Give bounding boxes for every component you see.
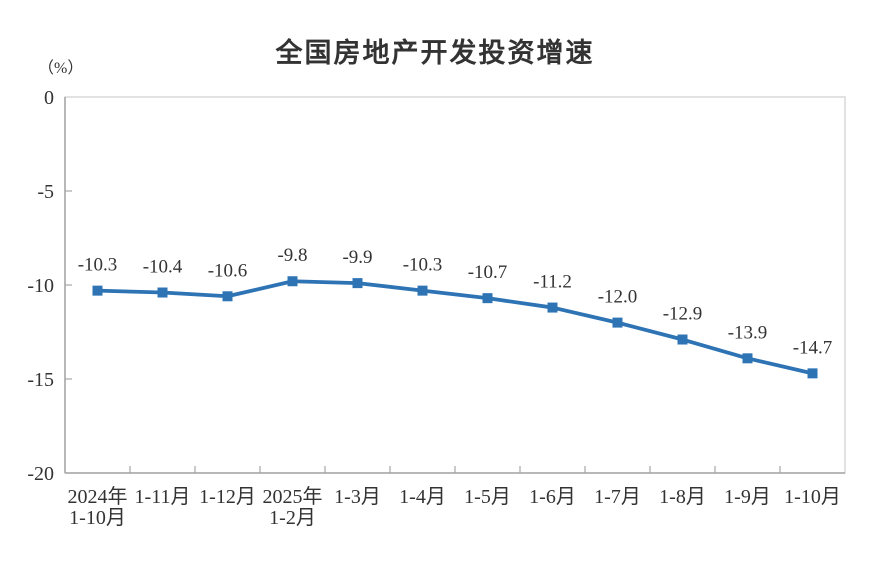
data-label: -11.2 xyxy=(533,272,572,293)
x-axis-label: 1-11月 xyxy=(135,486,191,508)
x-axis-label: 1-10月 xyxy=(784,486,841,508)
plot-border xyxy=(64,96,846,474)
data-label: -13.9 xyxy=(728,322,768,343)
x-axis-label: 1-3月 xyxy=(334,486,381,508)
data-point-marker xyxy=(417,285,428,296)
data-label: -10.4 xyxy=(143,257,183,278)
series-line xyxy=(95,279,815,376)
y-tick-label: -10 xyxy=(27,275,54,297)
y-axis-unit-label: （%） xyxy=(38,60,84,77)
data-point-marker xyxy=(352,278,363,289)
y-tick-label: -15 xyxy=(27,369,54,391)
data-label: -9.9 xyxy=(342,247,372,268)
data-label: -14.7 xyxy=(793,337,833,358)
x-axis-label: 2024年 1-10月 xyxy=(68,485,128,529)
data-point-marker xyxy=(742,353,753,364)
x-axis-label: 1-5月 xyxy=(464,486,511,508)
x-axis-label: 1-7月 xyxy=(594,486,641,508)
chart-title: 全国房地产开发投资增速 xyxy=(275,38,595,68)
x-axis-label: 1-4月 xyxy=(399,486,446,508)
data-point-marker xyxy=(547,302,558,313)
x-axis-label: 1-8月 xyxy=(659,486,706,508)
data-point-marker xyxy=(92,285,103,296)
data-label: -12.9 xyxy=(663,304,703,325)
data-point-marker xyxy=(222,291,233,302)
data-point-marker xyxy=(287,276,298,287)
data-point-marker xyxy=(612,317,623,328)
data-point-marker xyxy=(807,368,818,379)
y-tick-label: -5 xyxy=(37,181,54,203)
data-point-marker xyxy=(482,293,493,304)
x-axis-label: 2025年 1-2月 xyxy=(263,485,323,529)
x-axis-label: 1-9月 xyxy=(724,486,771,508)
x-axis-label: 1-6月 xyxy=(529,486,576,508)
x-axis-label: 1-12月 xyxy=(199,486,256,508)
data-label: -10.6 xyxy=(208,260,248,281)
data-point-marker xyxy=(677,334,688,345)
data-label: -10.3 xyxy=(403,255,443,276)
data-point-marker xyxy=(157,287,168,298)
data-label: -12.0 xyxy=(598,287,638,308)
y-tick-label: -20 xyxy=(27,463,54,485)
y-tick-label: 0 xyxy=(44,87,54,109)
data-label: -10.7 xyxy=(468,262,508,283)
data-label: -10.3 xyxy=(78,255,118,276)
data-label: -9.8 xyxy=(277,245,307,266)
